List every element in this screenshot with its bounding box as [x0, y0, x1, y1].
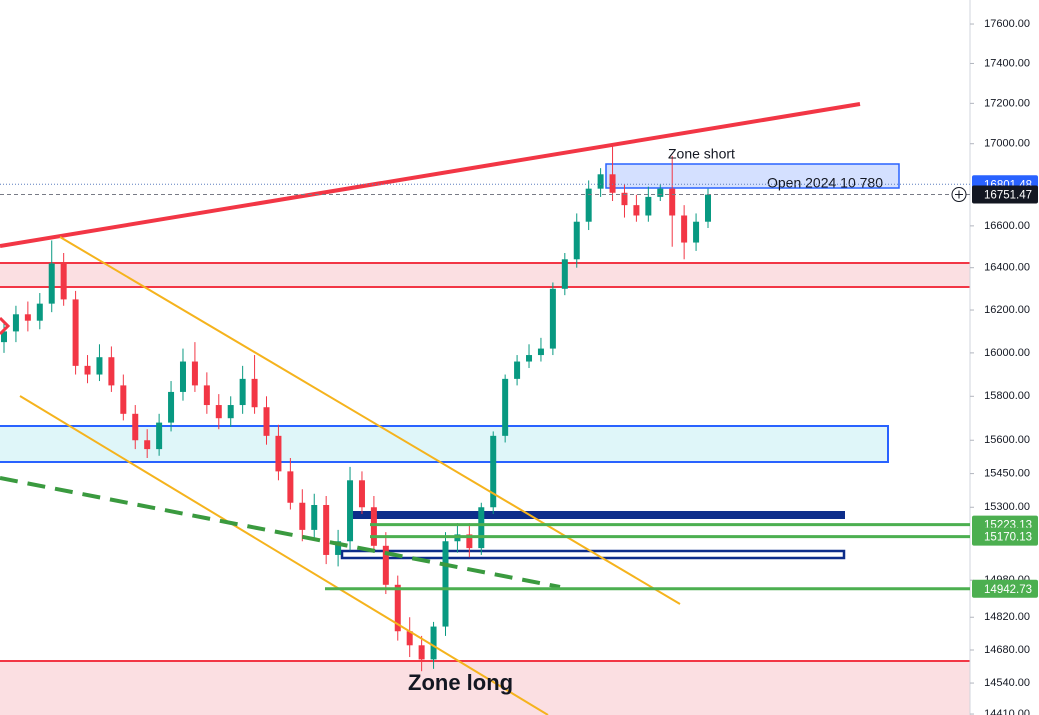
candle-body — [418, 645, 425, 660]
candle-body — [179, 361, 186, 392]
candle-body — [478, 507, 485, 549]
candle-body — [156, 422, 163, 450]
trend-line — [0, 102, 861, 248]
candle-body — [549, 288, 556, 349]
y-tick-label: 17200.00 — [984, 97, 1030, 109]
candle-body — [430, 626, 437, 660]
y-tick-label: 15300.00 — [984, 501, 1030, 513]
candle-body — [382, 545, 389, 585]
candle-body — [609, 174, 616, 193]
candle-body — [537, 348, 544, 356]
candle-body — [12, 314, 19, 332]
candle-body — [1, 331, 7, 343]
candle-body — [466, 534, 473, 549]
y-tick-label: 15600.00 — [984, 434, 1030, 446]
candle-body — [442, 541, 449, 627]
candle-body — [275, 435, 282, 472]
candle-body — [514, 361, 521, 379]
price-badge — [972, 185, 1038, 204]
annotation: Zone short — [668, 146, 735, 162]
y-tick-label: 14820.00 — [984, 611, 1030, 623]
level-badge — [972, 527, 1038, 546]
candle-body — [394, 584, 401, 632]
y-tick-label: 14680.00 — [984, 644, 1030, 656]
candle-body — [669, 188, 676, 216]
annotation: Zone long — [408, 670, 513, 695]
annotation: Open 2024 10 780 — [767, 175, 883, 191]
short-zone — [605, 163, 900, 189]
candle-body — [84, 365, 91, 375]
overlay — [0, 102, 861, 715]
candle-body — [502, 378, 509, 436]
candle-body — [203, 385, 210, 406]
navy-zone — [348, 511, 845, 519]
candle-body — [251, 378, 258, 408]
candle-body — [681, 215, 688, 243]
candle-body — [526, 355, 533, 362]
candle-body — [561, 259, 568, 289]
y-tick-label: 14410.00 — [984, 708, 1030, 715]
dashed-trend — [0, 476, 561, 589]
candle-body — [227, 405, 234, 419]
candle-body — [705, 194, 711, 222]
navy-zone — [340, 549, 846, 560]
candle-body — [311, 504, 318, 530]
candle-body — [215, 405, 222, 419]
candle-body — [287, 471, 294, 503]
y-tick-label: 17400.00 — [984, 57, 1030, 69]
price-badge-label: 16751.47 — [984, 190, 1032, 202]
candle-body — [72, 299, 79, 366]
candle-body — [358, 480, 365, 508]
candle-body — [191, 361, 198, 386]
y-tick-label: 16400.00 — [984, 262, 1030, 274]
candle-body — [36, 303, 43, 321]
y-tick-label: 15800.00 — [984, 390, 1030, 402]
candle-body — [597, 174, 604, 189]
y-tick-label: 17600.00 — [984, 18, 1030, 30]
candle-body — [370, 507, 377, 546]
candle-body — [645, 196, 652, 216]
candle-body — [299, 502, 306, 530]
long-zone — [0, 661, 970, 715]
candle-body — [144, 440, 151, 450]
candle-body — [96, 357, 103, 375]
candle-body — [323, 504, 330, 555]
y-tick-label: 14540.00 — [984, 677, 1030, 689]
channel-line — [19, 395, 549, 715]
candles — [1, 145, 711, 672]
candle-body — [120, 385, 127, 414]
candle-body — [168, 391, 175, 423]
candle-body — [60, 263, 67, 300]
candle-body — [406, 631, 413, 646]
candle-body — [239, 378, 246, 406]
level-badge — [972, 579, 1038, 598]
candle-body — [490, 435, 497, 508]
candle-body — [657, 188, 664, 197]
resistance-zone — [0, 263, 970, 287]
channel-line — [59, 236, 681, 605]
y-tick-label: 15450.00 — [984, 467, 1030, 479]
level-badge-label: 15170.13 — [984, 532, 1032, 544]
candle-body — [693, 221, 700, 243]
arrow — [0, 316, 11, 336]
candle-body — [108, 357, 115, 386]
crosshair-icon — [955, 190, 963, 199]
y-tick-label: 16600.00 — [984, 220, 1030, 232]
candle-body — [621, 192, 628, 206]
candle-body — [48, 263, 55, 304]
candle-body — [347, 480, 354, 542]
candle-body — [585, 188, 592, 222]
candle-body — [335, 541, 342, 555]
y-tick-label: 16000.00 — [984, 347, 1030, 359]
y-tick-label: 16200.00 — [984, 304, 1030, 316]
y-tick-label: 17000.00 — [984, 138, 1030, 150]
candle-body — [24, 314, 31, 321]
candle-body — [633, 205, 640, 216]
candle-body — [263, 407, 270, 436]
level-badge-label: 14942.73 — [984, 584, 1032, 596]
candle-body — [573, 221, 580, 260]
candle-body — [132, 413, 139, 441]
